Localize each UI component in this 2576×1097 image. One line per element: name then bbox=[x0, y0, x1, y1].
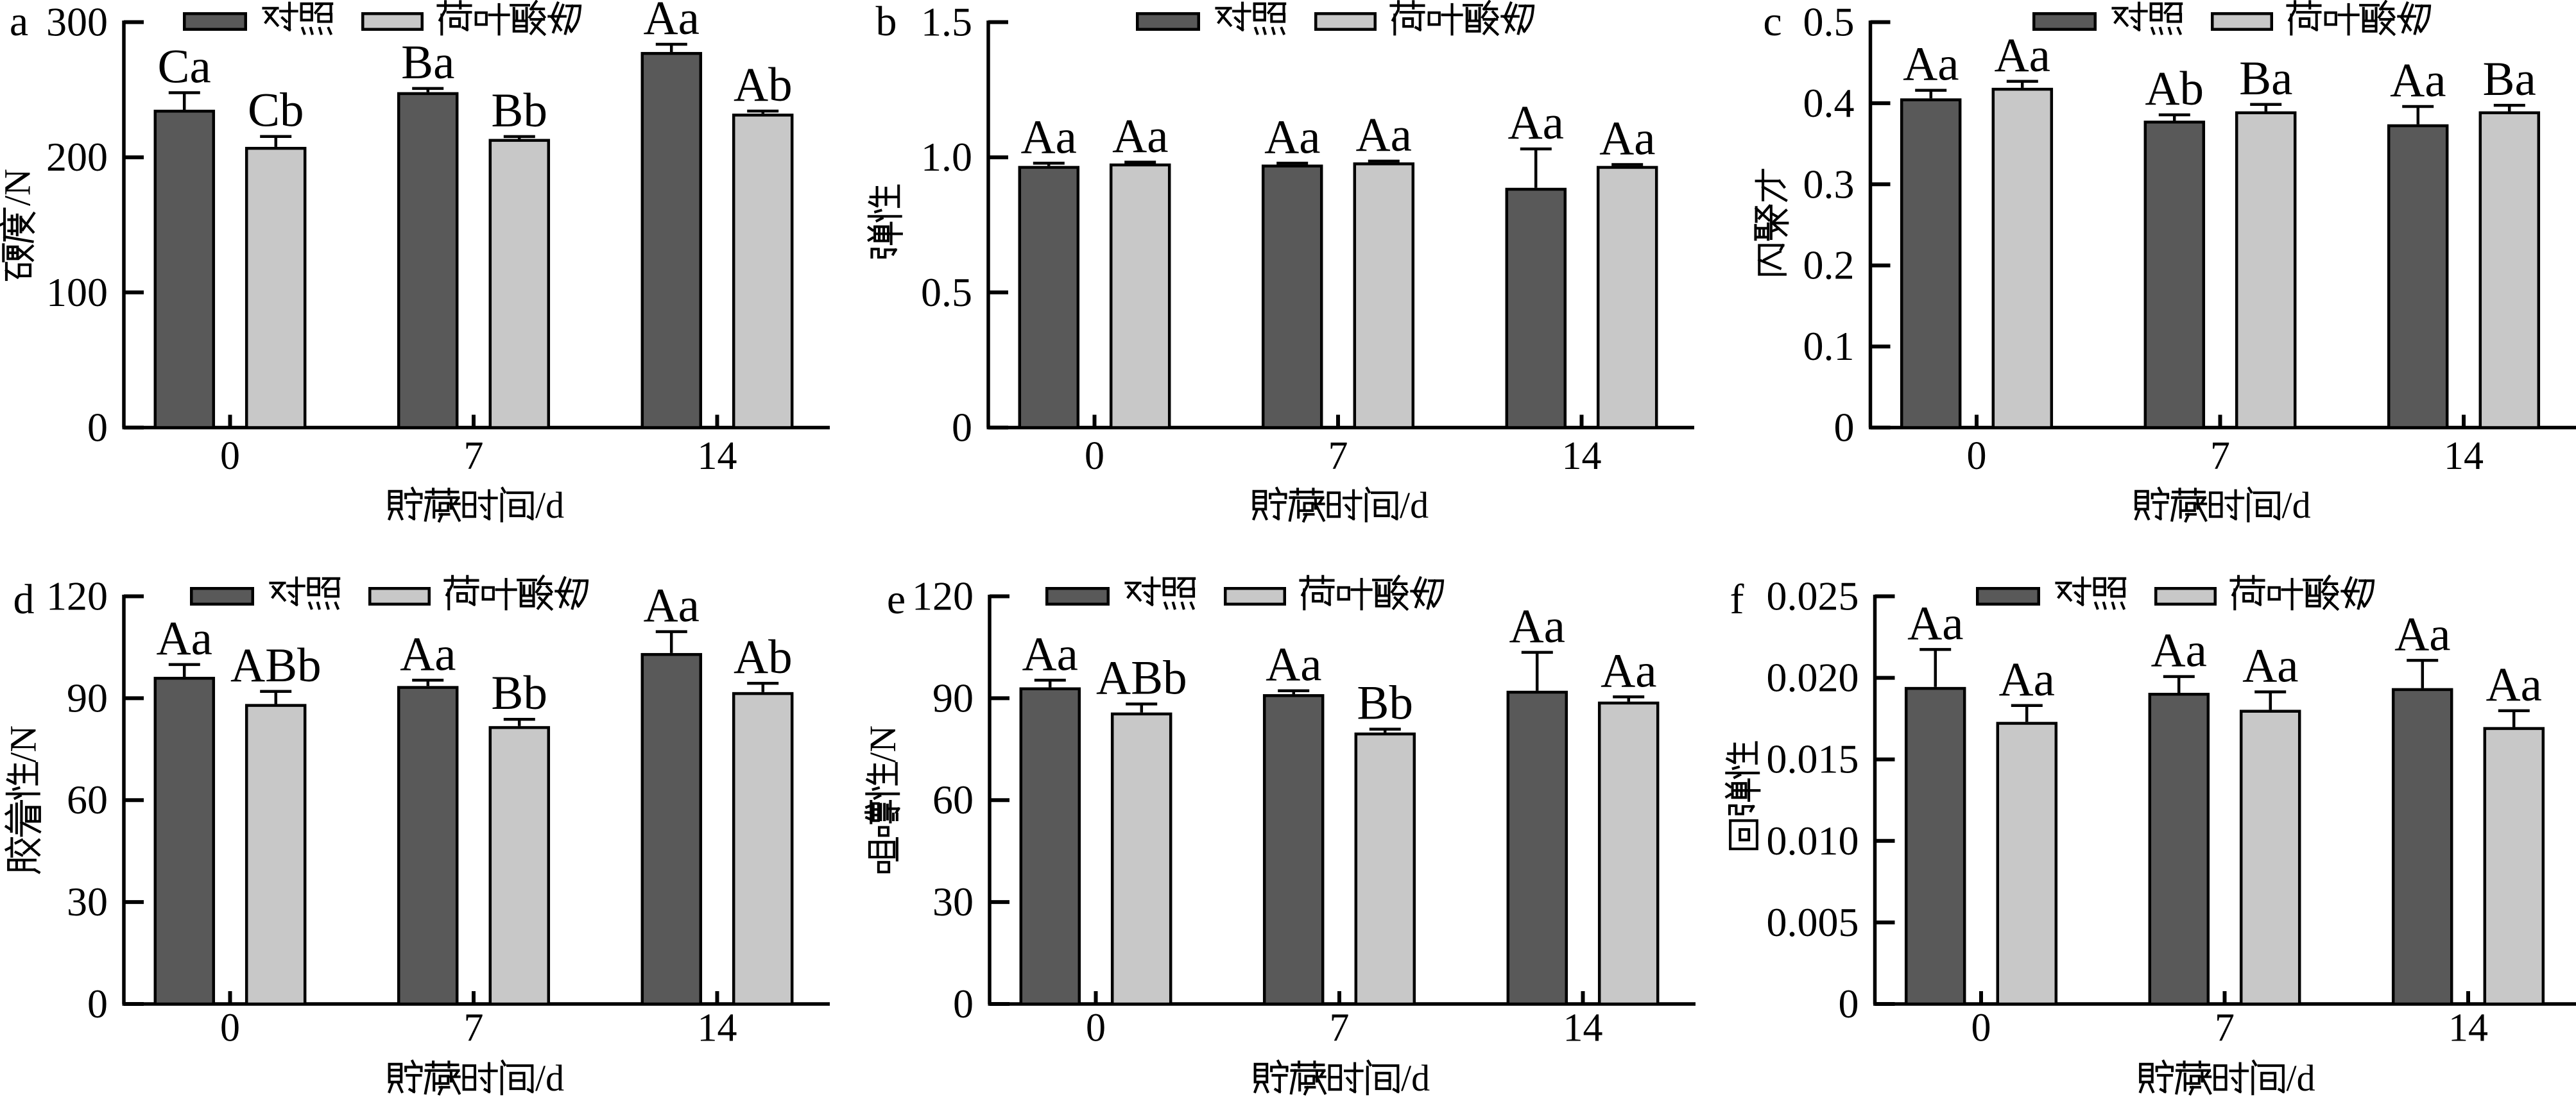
svg-text:Aa: Aa bbox=[1507, 96, 1563, 149]
svg-text:Aa: Aa bbox=[2242, 640, 2298, 693]
svg-text:/N: /N bbox=[0, 169, 39, 206]
svg-text:Aa: Aa bbox=[1266, 638, 1321, 692]
svg-text:90: 90 bbox=[67, 675, 108, 720]
svg-text:/d: /d bbox=[2287, 1057, 2315, 1097]
svg-text:90: 90 bbox=[932, 675, 974, 720]
svg-text:14: 14 bbox=[2444, 434, 2484, 478]
svg-text:7: 7 bbox=[1328, 434, 1348, 478]
svg-text:0.5: 0.5 bbox=[921, 269, 972, 315]
svg-text:Aa: Aa bbox=[1599, 112, 1655, 166]
svg-text:60: 60 bbox=[932, 777, 974, 822]
svg-text:30: 30 bbox=[67, 879, 108, 924]
svg-text:Aa: Aa bbox=[1264, 110, 1320, 164]
svg-text:0.2: 0.2 bbox=[1803, 242, 1855, 288]
svg-text:ABb: ABb bbox=[1096, 651, 1187, 704]
svg-text:0: 0 bbox=[220, 434, 240, 478]
svg-text:0: 0 bbox=[953, 981, 974, 1026]
svg-text:Aa: Aa bbox=[1020, 110, 1076, 164]
svg-text:100: 100 bbox=[46, 269, 108, 315]
svg-text:Cb: Cb bbox=[248, 84, 304, 137]
svg-text:14: 14 bbox=[1562, 434, 1602, 478]
svg-text:Ab: Ab bbox=[734, 631, 793, 684]
svg-text:120: 120 bbox=[912, 574, 974, 619]
svg-text:/N: /N bbox=[862, 726, 904, 763]
svg-text:7: 7 bbox=[2210, 434, 2230, 478]
svg-text:7: 7 bbox=[2215, 1007, 2235, 1050]
svg-text:0.010: 0.010 bbox=[1767, 818, 1859, 863]
svg-text:0.020: 0.020 bbox=[1767, 655, 1859, 701]
svg-text:/d: /d bbox=[2282, 484, 2311, 526]
svg-text:60: 60 bbox=[67, 777, 108, 822]
svg-text:Ba: Ba bbox=[2483, 53, 2536, 106]
svg-text:/N: /N bbox=[3, 726, 44, 763]
svg-text:0: 0 bbox=[1834, 405, 1855, 450]
svg-text:0: 0 bbox=[1085, 434, 1104, 478]
svg-text:0.4: 0.4 bbox=[1803, 80, 1855, 126]
svg-text:Aa: Aa bbox=[156, 612, 212, 665]
svg-text:0: 0 bbox=[1086, 1007, 1106, 1050]
svg-text:0: 0 bbox=[1839, 981, 1859, 1026]
svg-text:Ab: Ab bbox=[2145, 62, 2204, 115]
svg-text:Aa: Aa bbox=[1998, 653, 2054, 706]
svg-text:Aa: Aa bbox=[1022, 627, 1078, 681]
svg-text:14: 14 bbox=[1563, 1007, 1603, 1050]
svg-text:1.0: 1.0 bbox=[921, 134, 972, 180]
svg-text:Bb: Bb bbox=[491, 667, 547, 720]
svg-text:/d: /d bbox=[535, 1057, 564, 1097]
svg-text:c: c bbox=[1763, 0, 1782, 45]
svg-text:Aa: Aa bbox=[643, 0, 699, 45]
svg-text:0: 0 bbox=[87, 981, 108, 1026]
svg-text:7: 7 bbox=[464, 1007, 484, 1050]
svg-text:Aa: Aa bbox=[1601, 644, 1656, 697]
svg-text:0.025: 0.025 bbox=[1767, 574, 1859, 619]
svg-text:/d: /d bbox=[1400, 484, 1429, 526]
svg-text:d: d bbox=[13, 576, 35, 623]
svg-text:a: a bbox=[10, 0, 28, 45]
svg-text:0: 0 bbox=[220, 1007, 240, 1050]
svg-text:300: 300 bbox=[46, 0, 108, 45]
svg-text:Bb: Bb bbox=[491, 84, 547, 137]
svg-text:Aa: Aa bbox=[2390, 54, 2446, 107]
svg-text:7: 7 bbox=[464, 434, 484, 478]
svg-text:Aa: Aa bbox=[1112, 110, 1168, 163]
svg-text:Aa: Aa bbox=[1355, 108, 1411, 162]
svg-text:14: 14 bbox=[698, 434, 737, 478]
svg-text:14: 14 bbox=[2448, 1007, 2488, 1050]
svg-text:0: 0 bbox=[87, 405, 108, 450]
svg-text:30: 30 bbox=[932, 879, 974, 924]
svg-text:/d: /d bbox=[535, 484, 564, 526]
svg-text:Aa: Aa bbox=[2394, 608, 2450, 661]
svg-text:/d: /d bbox=[1401, 1057, 1430, 1097]
svg-text:0.5: 0.5 bbox=[1803, 0, 1855, 45]
svg-text:Ca: Ca bbox=[158, 40, 211, 94]
svg-text:200: 200 bbox=[46, 134, 108, 180]
svg-text:0.3: 0.3 bbox=[1803, 161, 1855, 207]
svg-text:Aa: Aa bbox=[1509, 600, 1565, 653]
svg-text:0.015: 0.015 bbox=[1767, 736, 1859, 782]
svg-text:Ba: Ba bbox=[2239, 52, 2292, 105]
svg-text:120: 120 bbox=[46, 574, 108, 619]
svg-text:0: 0 bbox=[952, 405, 972, 450]
svg-text:Aa: Aa bbox=[2151, 624, 2206, 677]
svg-text:0: 0 bbox=[1971, 1007, 1991, 1050]
svg-text:14: 14 bbox=[698, 1007, 737, 1050]
svg-text:0.005: 0.005 bbox=[1767, 899, 1859, 945]
svg-text:Aa: Aa bbox=[2486, 658, 2541, 711]
svg-text:Aa: Aa bbox=[1903, 38, 1959, 91]
svg-text:0.1: 0.1 bbox=[1803, 323, 1855, 369]
svg-text:b: b bbox=[876, 0, 897, 45]
svg-text:Aa: Aa bbox=[1994, 29, 2050, 82]
svg-text:Ba: Ba bbox=[401, 36, 454, 89]
svg-text:0: 0 bbox=[1967, 434, 1987, 478]
svg-text:f: f bbox=[1730, 576, 1744, 623]
svg-text:Aa: Aa bbox=[643, 579, 699, 633]
svg-text:7: 7 bbox=[1330, 1007, 1350, 1050]
svg-text:Aa: Aa bbox=[1907, 597, 1963, 650]
svg-text:ABb: ABb bbox=[230, 639, 322, 692]
svg-text:1.5: 1.5 bbox=[921, 0, 972, 45]
svg-text:e: e bbox=[887, 576, 906, 623]
svg-text:Ab: Ab bbox=[734, 58, 793, 112]
svg-text:Bb: Bb bbox=[1357, 677, 1413, 730]
svg-text:Aa: Aa bbox=[400, 627, 456, 681]
